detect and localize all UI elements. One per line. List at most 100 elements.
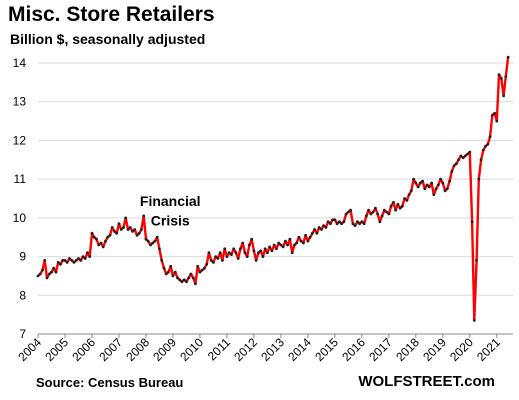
data-point <box>331 218 334 222</box>
data-point <box>497 73 501 76</box>
data-point <box>502 94 505 98</box>
data-point <box>387 212 391 216</box>
annotation-label: Financial <box>140 193 201 209</box>
data-point <box>479 158 483 162</box>
data-point <box>443 189 447 193</box>
data-point <box>457 158 460 162</box>
data-point <box>288 237 292 241</box>
data-point <box>324 226 328 229</box>
data-point <box>151 241 155 245</box>
data-point <box>180 280 184 284</box>
data-point <box>481 148 485 152</box>
data-point <box>106 235 110 239</box>
data-point <box>439 177 442 181</box>
data-point <box>43 259 47 262</box>
data-point <box>490 113 494 117</box>
data-point <box>344 212 348 216</box>
data-point <box>412 177 415 181</box>
data-point <box>259 249 263 253</box>
data-point <box>506 55 510 59</box>
data-point <box>209 259 213 262</box>
data-point <box>72 261 76 264</box>
data-point <box>347 210 350 214</box>
data-point <box>189 272 193 276</box>
data-point <box>403 197 406 200</box>
data-point <box>205 262 209 266</box>
x-tick-label: 2016 <box>339 335 368 364</box>
data-point <box>124 216 128 220</box>
data-point <box>261 255 265 258</box>
x-tick-label: 2018 <box>393 335 422 364</box>
data-point <box>198 270 202 274</box>
chart-title: Misc. Store Retailers <box>8 3 215 26</box>
x-tick-label: 2006 <box>69 335 98 364</box>
data-point <box>182 278 186 282</box>
data-point <box>423 187 427 191</box>
data-point <box>470 220 474 224</box>
x-tick-label: 2017 <box>366 335 395 364</box>
data-point <box>293 243 296 247</box>
x-tick-label: 2015 <box>312 335 341 364</box>
data-point <box>218 251 222 255</box>
y-tick-label: 8 <box>19 288 26 302</box>
data-point <box>77 257 80 260</box>
x-axis-tick-labels: 2004200520062007200820092010201120122013… <box>15 335 503 364</box>
data-point <box>414 181 418 185</box>
y-tick-label: 14 <box>13 56 27 70</box>
data-point <box>158 247 161 251</box>
data-point <box>254 259 258 262</box>
data-point <box>378 220 382 224</box>
data-point <box>493 111 496 115</box>
data-point <box>320 228 323 231</box>
data-point <box>245 255 249 258</box>
data-point <box>155 235 159 239</box>
data-point <box>236 257 240 260</box>
y-axis-tick-labels: 7 8 9 10 11 12 13 14 <box>13 56 27 341</box>
data-point <box>297 235 301 239</box>
data-point <box>56 261 60 264</box>
data-point <box>153 239 157 243</box>
data-point <box>432 193 436 197</box>
data-point <box>295 241 298 245</box>
data-point <box>317 226 321 229</box>
data-point <box>164 272 168 276</box>
x-tick-label: 2008 <box>123 335 152 364</box>
x-tick-label: 2014 <box>285 335 314 364</box>
grid-lines <box>38 62 513 335</box>
data-point <box>329 222 332 226</box>
data-point <box>196 264 200 268</box>
data-point <box>495 119 499 123</box>
data-point <box>284 239 287 243</box>
data-point <box>281 245 285 249</box>
data-point <box>144 237 148 241</box>
data-point <box>304 233 307 237</box>
data-point <box>382 208 386 212</box>
data-point <box>131 230 134 233</box>
data-point <box>185 280 188 284</box>
data-point <box>396 202 400 206</box>
y-tick-label: 7 <box>19 327 26 341</box>
data-point <box>178 278 182 282</box>
x-tick-label: 2009 <box>150 335 179 364</box>
data-point <box>149 243 152 247</box>
data-point <box>488 135 492 139</box>
data-point <box>79 259 83 262</box>
y-tick-label: 11 <box>14 172 27 186</box>
data-point <box>333 218 337 222</box>
data-point <box>113 230 116 233</box>
data-point <box>169 264 173 268</box>
chart-subtitle: Billion $, seasonally adjusted <box>10 31 206 47</box>
data-point <box>445 187 449 191</box>
data-point <box>468 150 472 154</box>
brand-logo-text: WOLFSTREET.com <box>358 373 495 390</box>
x-tick-label: 2005 <box>42 335 71 364</box>
data-point <box>322 224 325 228</box>
data-point <box>360 220 364 224</box>
annotations: Financial Crisis <box>140 193 201 228</box>
data-point <box>250 237 254 241</box>
data-point <box>167 270 170 274</box>
data-point <box>81 255 85 258</box>
data-point <box>68 257 71 260</box>
data-point <box>351 222 355 226</box>
data-point <box>59 262 62 266</box>
